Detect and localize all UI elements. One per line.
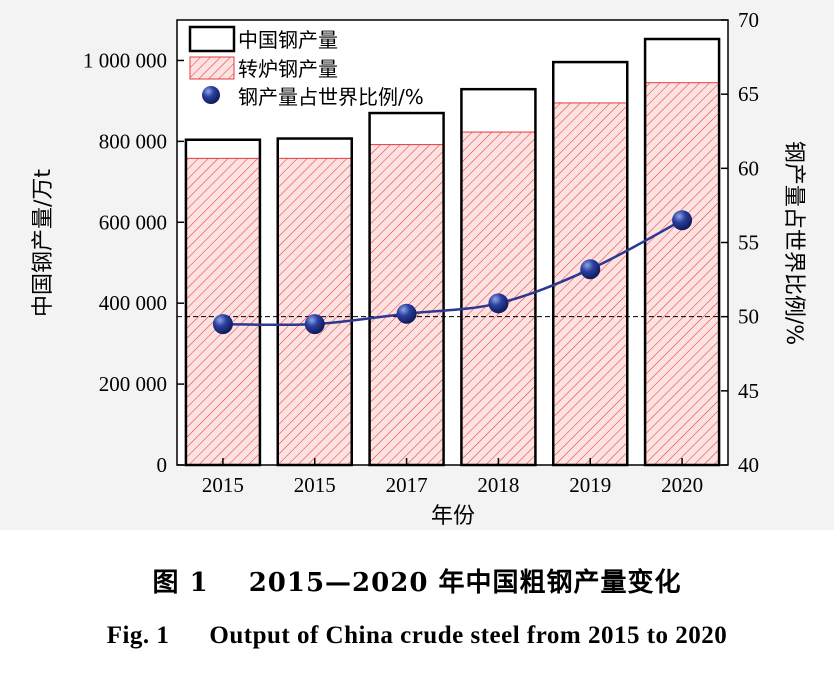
left-y-tick-label: 200 000 xyxy=(99,372,167,396)
world-share-point xyxy=(212,314,233,335)
right-y-tick-label: 50 xyxy=(738,305,759,329)
figure-title-en: Output of China crude steel from 2015 to… xyxy=(209,622,728,649)
right-y-tick-label: 45 xyxy=(738,379,759,403)
plot-area xyxy=(177,20,728,465)
x-tick-label: 2019 xyxy=(569,473,611,497)
right-y-tick-label: 70 xyxy=(738,8,759,32)
left-y-tick-label: 800 000 xyxy=(99,129,167,153)
x-tick-label: 2015 xyxy=(202,473,244,497)
bar-converter-steel xyxy=(277,157,353,466)
bar-converter-steel xyxy=(552,102,628,466)
x-tick-label: 2015 xyxy=(294,473,336,497)
figure-caption-cn: 图 1 2015—2020 年中国粗钢产量变化 xyxy=(0,562,834,599)
left-y-tick-label: 1 000 000 xyxy=(83,48,167,72)
right-y-tick-label: 40 xyxy=(738,453,759,477)
figure-caption-en: Fig. 1 Output of China crude steel from 2… xyxy=(0,622,834,650)
x-tick-label: 2020 xyxy=(661,473,703,497)
right-y-tick-label: 65 xyxy=(738,82,759,106)
legend-marker-world-share xyxy=(202,86,220,104)
x-axis-title: 年份 xyxy=(431,504,475,529)
steel-output-chart: 0 200 000 400 000 600 000 800 000 1 000 000 40… xyxy=(31,8,806,529)
figure-title-cn: 2015—2020 年中国粗钢产量变化 xyxy=(248,568,682,598)
left-y-axis-title: 中国钢产量/万t xyxy=(31,169,56,317)
world-share-point xyxy=(396,303,417,324)
right-y-tick-label: 55 xyxy=(738,231,759,255)
left-y-tick-label: 400 000 xyxy=(99,291,167,315)
legend-label-world-share: 钢产量占世界比例/% xyxy=(238,85,424,109)
right-y-tick-label: 60 xyxy=(738,156,759,180)
legend-swatch-converter-steel xyxy=(189,56,235,80)
world-share-point xyxy=(488,293,509,314)
legend-label-converter-steel: 转炉钢产量 xyxy=(238,57,338,81)
world-share-point xyxy=(672,210,693,231)
bar-converter-steel xyxy=(185,157,261,466)
right-y-axis-title: 钢产量占世界比例/% xyxy=(781,141,806,345)
bar-converter-steel xyxy=(644,82,720,466)
figure-label-en: Fig. 1 xyxy=(106,622,170,649)
figure-label-cn: 图 1 xyxy=(152,568,209,598)
left-y-tick-label: 600 000 xyxy=(99,210,167,234)
x-tick-label: 2018 xyxy=(477,473,519,497)
legend-label-steel-output: 中国钢产量 xyxy=(238,28,338,52)
x-tick-label: 2017 xyxy=(386,473,428,497)
legend-swatch-steel-output xyxy=(188,25,236,53)
world-share-point xyxy=(580,259,601,280)
left-y-tick-label: 0 xyxy=(157,453,168,477)
world-share-point xyxy=(304,314,325,335)
